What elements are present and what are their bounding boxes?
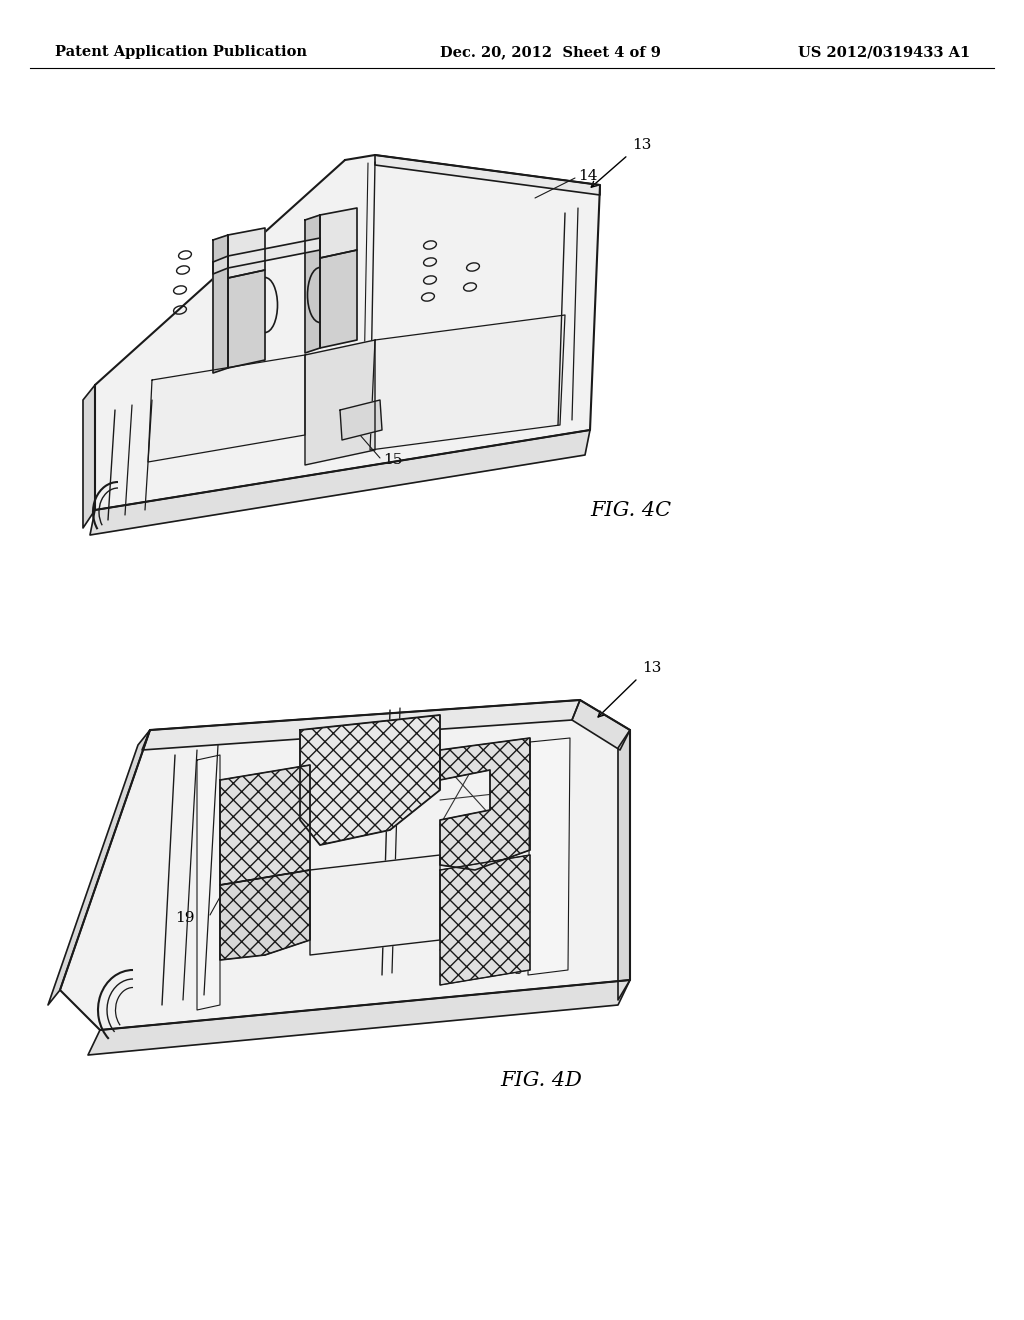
Text: Dec. 20, 2012  Sheet 4 of 9: Dec. 20, 2012 Sheet 4 of 9 (440, 45, 660, 59)
Polygon shape (213, 235, 228, 374)
Polygon shape (90, 430, 590, 535)
Polygon shape (213, 256, 228, 275)
Polygon shape (83, 385, 95, 528)
Polygon shape (228, 238, 319, 268)
Polygon shape (220, 766, 310, 884)
Polygon shape (375, 154, 600, 195)
Polygon shape (440, 738, 530, 870)
Polygon shape (440, 855, 530, 985)
Polygon shape (48, 730, 150, 1005)
Polygon shape (220, 766, 310, 884)
Polygon shape (319, 249, 357, 348)
Polygon shape (300, 715, 440, 845)
Polygon shape (340, 400, 382, 440)
Text: 14: 14 (578, 169, 597, 183)
Polygon shape (572, 700, 630, 750)
Polygon shape (220, 870, 310, 960)
Polygon shape (440, 855, 530, 985)
Polygon shape (148, 355, 305, 462)
Polygon shape (60, 700, 630, 1030)
Text: 13: 13 (642, 661, 662, 675)
Polygon shape (305, 215, 319, 352)
Polygon shape (440, 738, 530, 870)
Polygon shape (88, 979, 630, 1055)
Text: FIG. 4C: FIG. 4C (590, 500, 671, 520)
Polygon shape (220, 870, 310, 960)
Polygon shape (142, 700, 580, 750)
Text: 13: 13 (632, 139, 651, 152)
Polygon shape (528, 738, 570, 975)
Text: FIG. 4D: FIG. 4D (500, 1071, 582, 1089)
Text: US 2012/0319433 A1: US 2012/0319433 A1 (798, 45, 970, 59)
Text: Patent Application Publication: Patent Application Publication (55, 45, 307, 59)
Polygon shape (305, 341, 375, 465)
Polygon shape (197, 755, 220, 1010)
Polygon shape (370, 315, 565, 450)
Polygon shape (618, 730, 630, 1001)
Text: 19: 19 (175, 911, 195, 925)
Polygon shape (310, 855, 440, 954)
Text: 8: 8 (513, 964, 522, 977)
Polygon shape (300, 715, 440, 845)
Polygon shape (95, 154, 600, 510)
Polygon shape (319, 209, 357, 257)
Polygon shape (228, 271, 265, 368)
Text: 15: 15 (383, 453, 402, 467)
Polygon shape (228, 228, 265, 279)
